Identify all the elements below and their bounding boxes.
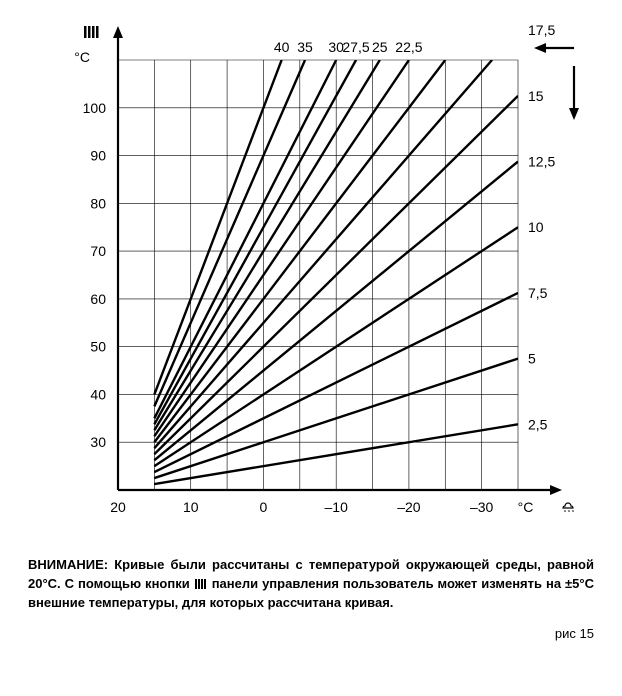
x-tick-label: –10: [325, 499, 349, 515]
series-label: 10: [528, 219, 544, 235]
y-tick-label: 100: [83, 100, 107, 116]
series-label: 35: [297, 39, 313, 55]
x-tick-label: –30: [470, 499, 494, 515]
series-label: 30: [328, 39, 344, 55]
series-label: 15: [528, 88, 544, 104]
series-label: 27,5: [342, 39, 369, 55]
series-label: 25: [372, 39, 388, 55]
y-tick-label: 80: [90, 195, 106, 211]
chart-caption: ВНИМАНИЕ: Кривые были рассчитаны с темпе…: [28, 556, 594, 613]
chart-svg: 2,557,51012,51517,52022,52527,5303540304…: [28, 20, 594, 540]
series-label: 40: [274, 39, 290, 55]
series-label: 17,5: [528, 22, 555, 38]
y-tick-label: 30: [90, 434, 106, 450]
x-tick-label: 0: [260, 499, 268, 515]
series-label: 2,5: [528, 416, 548, 432]
x-unit-label: °C: [518, 499, 534, 515]
series-label: 7,5: [528, 285, 548, 301]
y-tick-label: 70: [90, 243, 106, 259]
x-tick-label: 20: [110, 499, 126, 515]
y-tick-label: 90: [90, 148, 106, 164]
x-tick-label: –20: [397, 499, 421, 515]
series-label: 12,5: [528, 154, 555, 170]
y-tick-label: 60: [90, 291, 106, 307]
heating-curve-chart: 2,557,51012,51517,52022,52527,5303540304…: [28, 20, 594, 540]
y-tick-label: 50: [90, 339, 106, 355]
caption-prefix: ВНИМАНИЕ:: [28, 557, 108, 572]
series-label: 22,5: [395, 39, 422, 55]
figure-label: рис 15: [28, 626, 594, 641]
series-label: 5: [528, 351, 536, 367]
x-tick-label: 10: [183, 499, 199, 515]
y-tick-label: 40: [90, 386, 106, 402]
page: 2,557,51012,51517,52022,52527,5303540304…: [0, 0, 622, 661]
radiator-icon: [194, 578, 208, 590]
y-unit-label: °C: [74, 49, 90, 65]
